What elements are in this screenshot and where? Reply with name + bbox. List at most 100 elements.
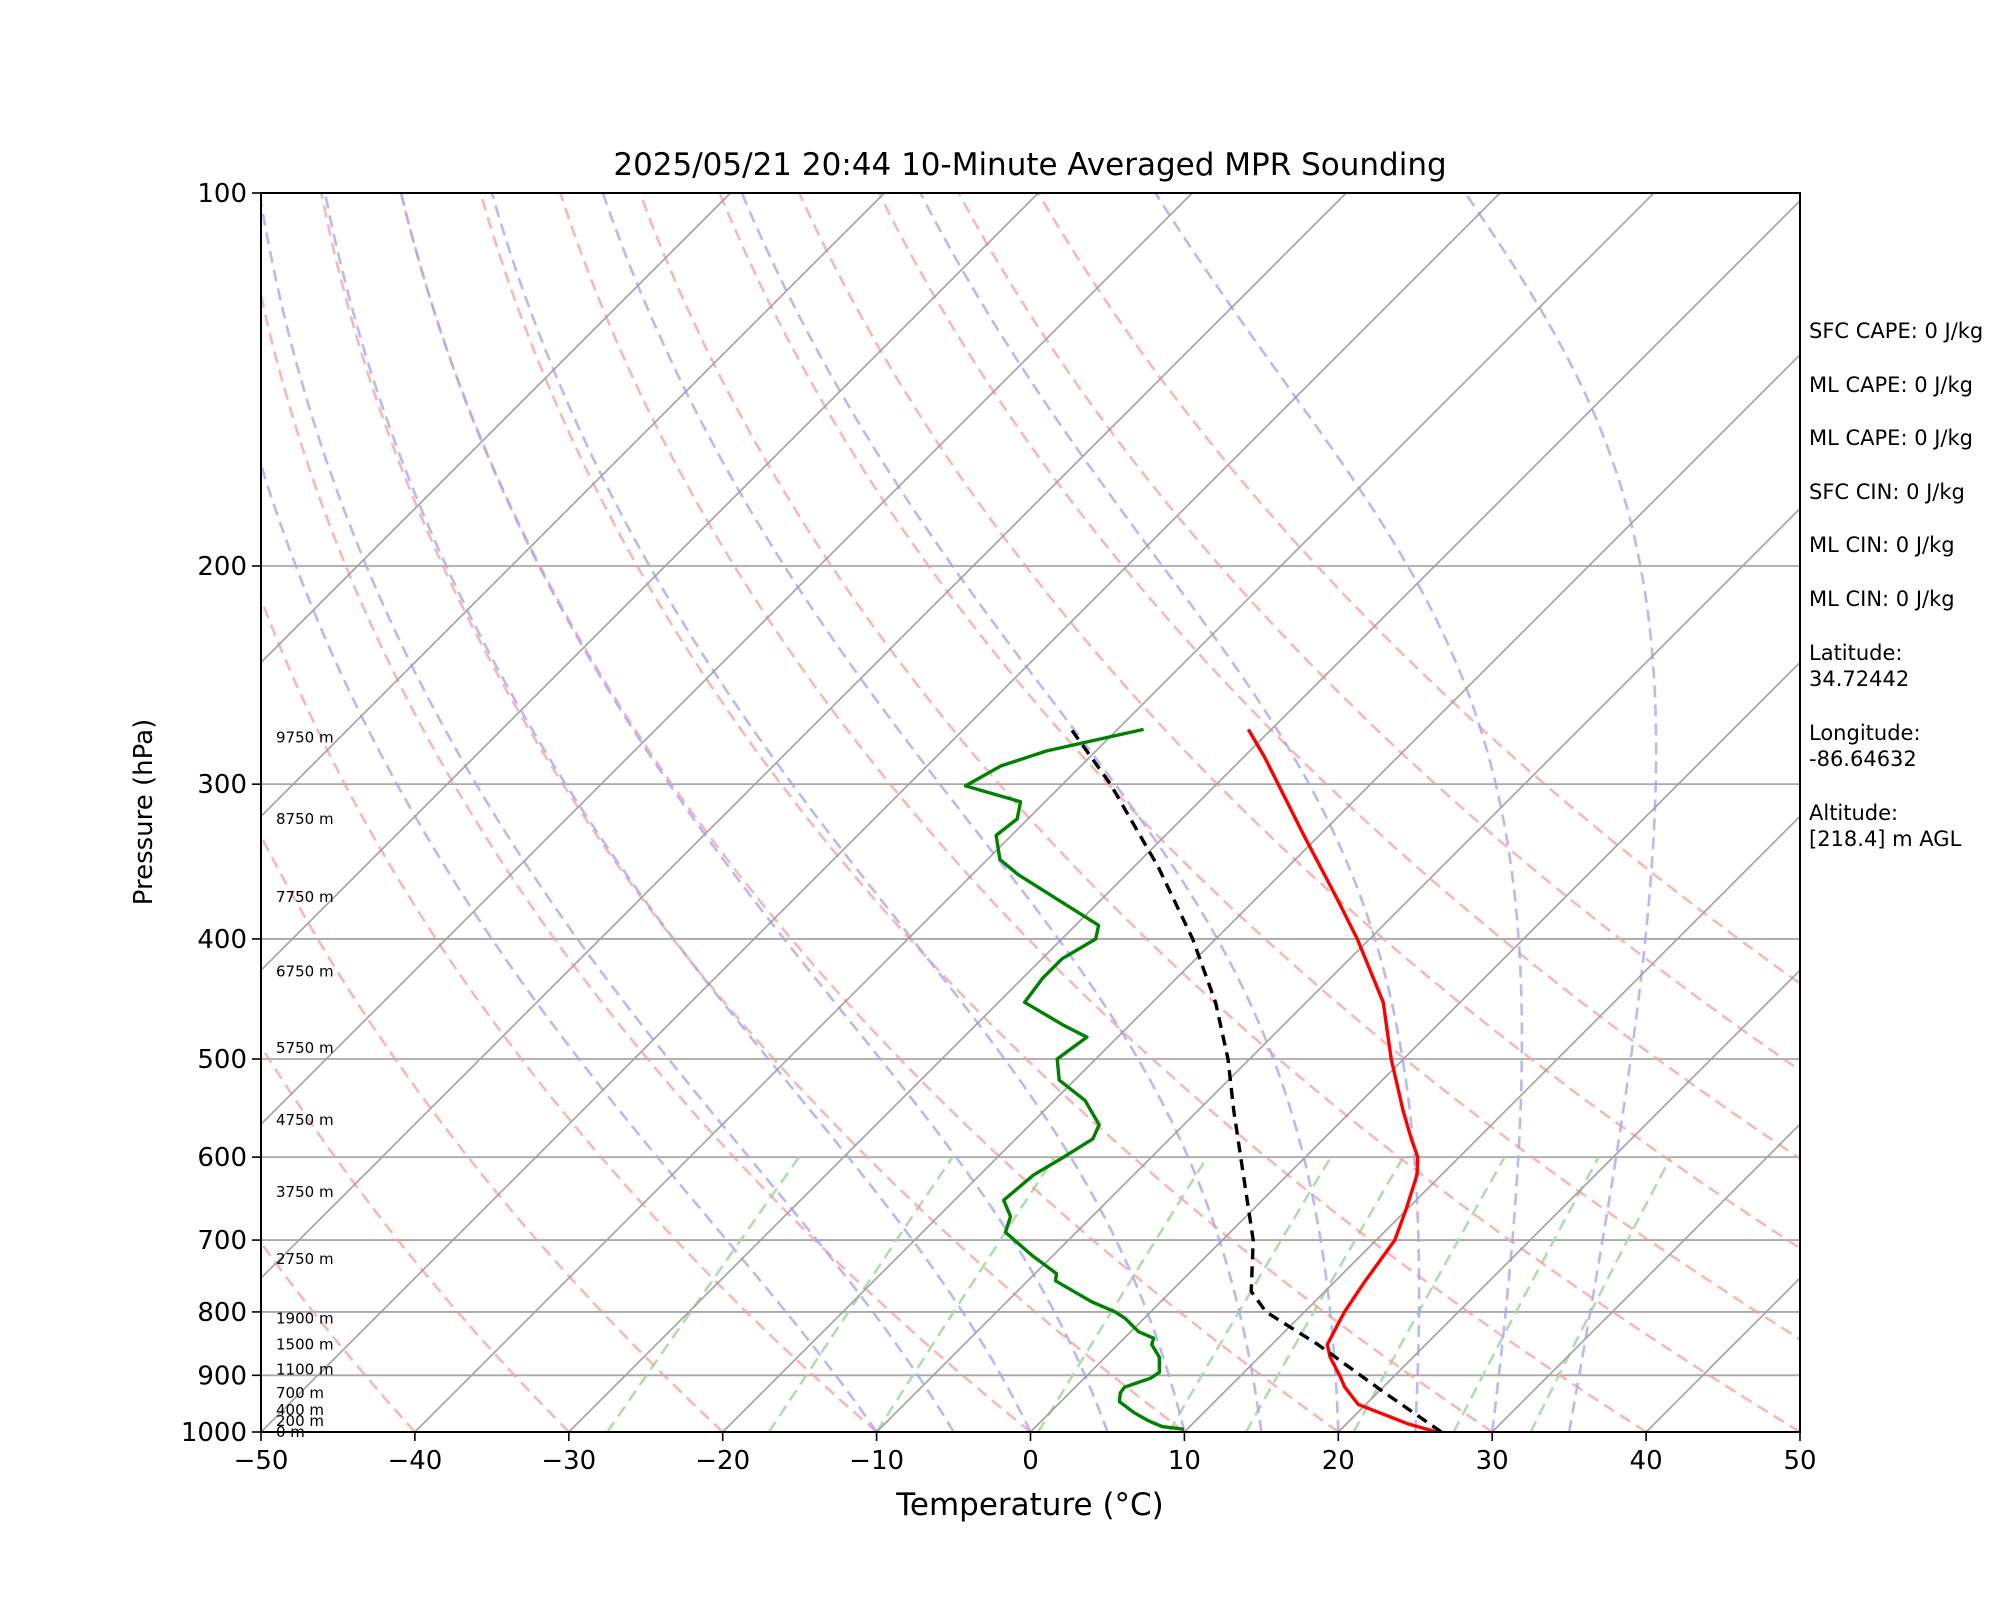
height-label: 1900 m [276,1310,334,1328]
moist-adiabat-line [919,193,1421,1432]
x-tick-label: 30 [1476,1446,1509,1476]
dry-adiabat-line [798,193,1800,1250]
dry-adiabat-line [1037,193,1800,986]
moist-adiabat-line [399,193,1109,1432]
isobar-grid [261,565,1800,1377]
y-tick-label: 400 [197,925,247,955]
moist-adiabat-line [261,460,878,1432]
x-tick-label: −30 [541,1446,596,1476]
dry-adiabat-line [638,193,1800,1432]
height-label: 1100 m [276,1360,334,1378]
y-tick-label: 700 [197,1226,247,1256]
height-label: 2750 m [276,1250,334,1268]
x-tick-label: −40 [387,1446,442,1476]
mixing-ratio-line [1529,1156,1672,1432]
latitude-value: 34.72442 [1809,666,1910,691]
x-axis-ticks: −50 −40 −30 −20 −10 0 10 20 30 40 50 [234,1432,1817,1476]
x-tick-label: 20 [1322,1446,1355,1476]
stat-sfc-cape: SFC CAPE: 0 J/kg [1809,319,1984,343]
y-tick-label: 500 [197,1045,247,1075]
mixing-ratio-line [1452,1156,1600,1432]
isotherm-line [876,507,1800,1432]
y-axis-label: Pressure (hPa) [129,719,159,906]
x-tick-label: −20 [695,1446,750,1476]
height-label: 3750 m [276,1183,334,1201]
moist-adiabat-line [601,193,1263,1432]
stat-sfc-cin: SFC CIN: 0 J/kg [1809,479,1965,504]
x-axis-label: Temperature (°C) [895,1487,1164,1523]
sounding-series [963,727,1443,1432]
mixing-ratio-line [1244,1156,1405,1432]
x-tick-label: 50 [1783,1446,1816,1476]
dry-adiabat-line [320,193,1186,1432]
isotherm-line [261,193,1193,1126]
y-tick-label: 900 [197,1361,247,1391]
isotherm-line [261,193,885,818]
sounding-stats-panel: SFC CAPE: 0 J/kg ML CAPE: 0 J/kg ML CAPE… [1809,318,1999,880]
height-label: 4750 m [276,1111,334,1129]
height-label: 200 m [276,1412,324,1430]
isotherm-line [261,193,1039,972]
isotherm-line [261,193,1347,1280]
plot-frame [260,192,1801,1433]
moist-adiabat-line [261,194,955,1432]
moist-adiabat-line [740,193,1340,1432]
moist-adiabat-line [1154,193,1524,1432]
moist-adiabat-line [323,193,1032,1432]
dry-adiabat-line [559,193,1647,1432]
dry-adiabat-line [261,833,724,1432]
height-label: 1500 m [276,1336,334,1354]
parcel-profile-line [1069,728,1443,1432]
dry-adiabat-line [261,289,1032,1432]
stat-ml-cin: ML CIN: 0 J/kg [1809,533,1955,558]
latitude-info: Latitude: 34.72442 [1809,640,1999,720]
moist-adiabat-line [490,193,1186,1432]
latitude-label: Latitude: [1809,640,1903,665]
moist-adiabats [261,193,1658,1432]
plot-area [261,193,1800,1432]
y-tick-label: 300 [197,770,247,800]
longitude-label: Longitude: [1809,720,1921,745]
mixing-ratio-line [1037,1156,1209,1432]
dry-adiabat-line [718,193,1800,1341]
y-tick-label: 1000 [181,1418,247,1448]
x-tick-label: −10 [849,1446,904,1476]
x-tick-label: 40 [1630,1446,1663,1476]
x-tick-label: −50 [234,1446,289,1476]
height-label: 7750 m [276,888,334,906]
height-label: 400 m [276,1401,324,1419]
altitude-label: Altitude: [1809,800,1899,825]
dry-adiabat-line [261,1043,570,1432]
isotherm-line [722,353,1800,1432]
height-label: 700 m [276,1384,324,1402]
isotherm-line [414,193,1655,1432]
stat-ml-cape-2: ML CAPE: 0 J/kg [1809,426,1974,451]
longitude-info: Longitude: -86.64632 [1809,720,1999,800]
x-tick-label: 0 [1022,1446,1039,1476]
height-label: 8750 m [276,810,334,828]
height-label: 5750 m [276,1039,334,1057]
mixing-ratio-line [767,1156,954,1432]
isotherm-grid [261,193,1800,1432]
isotherm-line [1029,661,1800,1432]
moist-adiabat-line [1464,193,1658,1432]
dry-adiabat-line [261,595,878,1432]
dry-adiabat-line [399,193,1340,1432]
isotherm-line [1337,969,1800,1432]
y-tick-label: 200 [197,552,247,582]
y-tick-label: 100 [197,179,247,209]
height-label: 0 m [276,1423,305,1441]
altitude-info: Altitude: [218.4] m AGL [1809,800,1999,880]
dry-adiabat-line [957,193,1800,1072]
dewpoint-line [963,727,1185,1431]
altitude-value: [218.4] m AGL [1809,826,1962,851]
dry-adiabat-line [479,193,1493,1432]
height-label: 6750 m [276,963,334,981]
temperature-line [1246,728,1438,1432]
y-tick-label: 600 [197,1143,247,1173]
chart-title: 2025/05/21 20:44 10-Minute Averaged MPR … [613,147,1446,183]
height-label: 9750 m [276,728,334,746]
stat-ml-cape: ML CAPE: 0 J/kg [1809,372,1974,397]
